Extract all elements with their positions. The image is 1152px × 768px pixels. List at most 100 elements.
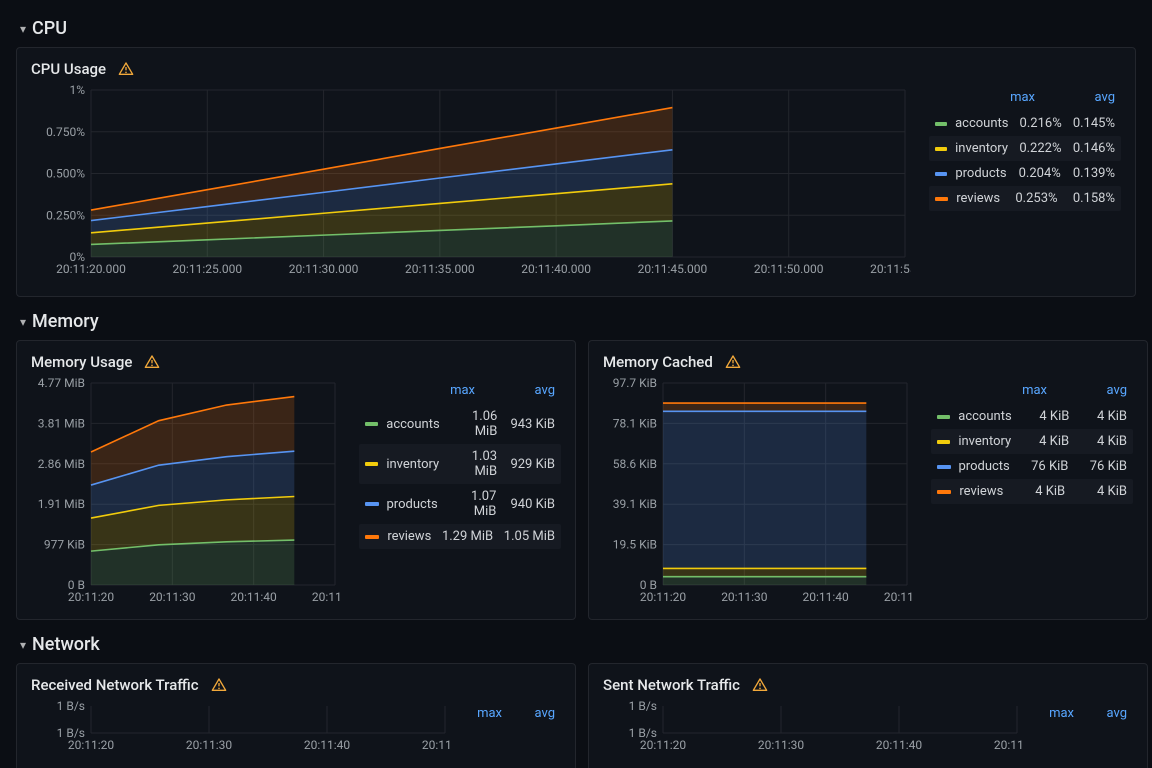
chart-memory-cached: 0 B19.5 KiB39.1 KiB58.6 KiB78.1 KiB97.7 …: [603, 377, 913, 611]
legend-row-inventory[interactable]: inventory 1.03 MiB 929 KiB: [359, 444, 561, 484]
legend-series-avg: 4 KiB: [1077, 409, 1127, 424]
svg-text:20:11:30: 20:11:30: [758, 738, 805, 752]
section-title-network: Network: [32, 634, 100, 655]
section-header-cpu[interactable]: ▾ CPU: [20, 18, 1136, 39]
panel-memory-usage: Memory Usage 0 B977 KiB1.91 MiB2.86 MiB3…: [16, 340, 576, 620]
legend-series-name: inventory: [386, 457, 439, 472]
svg-text:977 KiB: 977 KiB: [44, 538, 85, 552]
legend-series-max: 1.07 MiB: [446, 489, 497, 519]
legend-series-max: 4 KiB: [1019, 434, 1069, 449]
legend-swatch: [937, 440, 950, 444]
chevron-down-icon: ▾: [20, 22, 26, 36]
svg-text:20:11:55.000: 20:11:55.000: [870, 262, 911, 276]
svg-text:20:11:50: 20:11:50: [994, 738, 1023, 752]
chart-memory-usage: 0 B977 KiB1.91 MiB2.86 MiB3.81 MiB4.77 M…: [31, 377, 341, 611]
legend-series-avg: 0.146%: [1070, 141, 1116, 156]
legend-series-max: 0.204%: [1015, 166, 1061, 181]
svg-text:20:11:50: 20:11:50: [312, 590, 341, 604]
chevron-down-icon: ▾: [20, 638, 26, 652]
chart-net-rx: 1 B/s1 B/s20:11:2020:11:3020:11:4020:11:…: [31, 700, 451, 759]
legend-row-accounts[interactable]: accounts 1.06 MiB 943 KiB: [359, 404, 561, 444]
legend-swatch: [365, 502, 379, 506]
panel-net-tx: Sent Network Traffic 1 B/s1 B/s20:11:202…: [588, 663, 1148, 768]
legend-memory-cached: max avg accounts 4 KiB 4 KiB inventory 4 …: [931, 377, 1133, 504]
legend-swatch: [937, 490, 951, 494]
legend-series-avg: 0.145%: [1070, 116, 1115, 131]
legend-row-accounts[interactable]: accounts 4 KiB 4 KiB: [931, 404, 1133, 429]
legend-col-avg[interactable]: avg: [495, 383, 555, 398]
section-header-memory[interactable]: ▾ Memory: [20, 311, 1136, 332]
panel-net-rx: Received Network Traffic 1 B/s1 B/s20:11…: [16, 663, 576, 768]
legend-col-max[interactable]: max: [987, 383, 1047, 398]
legend-series-max: 76 KiB: [1018, 459, 1069, 474]
svg-text:20:11:20: 20:11:20: [640, 738, 687, 752]
legend-net-rx: max avg: [469, 700, 561, 727]
legend-series-name: accounts: [958, 409, 1011, 424]
svg-text:39.1 KiB: 39.1 KiB: [613, 497, 657, 511]
legend-swatch: [935, 122, 947, 126]
legend-series-max: 1.03 MiB: [447, 449, 497, 479]
legend-memory-usage: max avg accounts 1.06 MiB 943 KiB invento…: [359, 377, 561, 549]
legend-series-name: products: [387, 497, 438, 512]
panel-memory-cached: Memory Cached 0 B19.5 KiB39.1 KiB58.6 Ki…: [588, 340, 1148, 620]
warning-icon[interactable]: [725, 354, 741, 370]
svg-text:20:11:20: 20:11:20: [68, 738, 115, 752]
svg-text:97.7 KiB: 97.7 KiB: [613, 377, 657, 390]
svg-text:20:11:40: 20:11:40: [231, 590, 278, 604]
legend-series-max: 4 KiB: [1011, 484, 1065, 499]
svg-text:20:11:50: 20:11:50: [422, 738, 451, 752]
section-title-memory: Memory: [32, 311, 99, 332]
svg-text:4.77 MiB: 4.77 MiB: [38, 377, 85, 390]
legend-col-avg[interactable]: avg: [1067, 383, 1127, 398]
legend-row-products[interactable]: products 1.07 MiB 940 KiB: [359, 484, 561, 524]
svg-text:2.86 MiB: 2.86 MiB: [38, 457, 85, 471]
legend-swatch: [935, 147, 947, 151]
legend-row-reviews[interactable]: reviews 4 KiB 4 KiB: [931, 479, 1133, 504]
legend-col-max[interactable]: max: [975, 90, 1035, 105]
legend-col-avg[interactable]: avg: [1055, 90, 1115, 105]
legend-row-inventory[interactable]: inventory 4 KiB 4 KiB: [931, 429, 1133, 454]
legend-row-reviews[interactable]: reviews 1.29 MiB 1.05 MiB: [359, 524, 561, 549]
svg-text:20:11:20: 20:11:20: [640, 590, 687, 604]
legend-row-inventory[interactable]: inventory 0.222% 0.146%: [929, 136, 1121, 161]
legend-col-avg[interactable]: avg: [522, 706, 555, 721]
legend-series-avg: 940 KiB: [504, 497, 555, 512]
chart-cpu-usage: 0%0.250%0.500%0.750%1%20:11:20.00020:11:…: [31, 84, 911, 283]
svg-text:20:11:30: 20:11:30: [149, 590, 196, 604]
legend-series-name: reviews: [387, 529, 431, 544]
section-header-network[interactable]: ▾ Network: [20, 634, 1136, 655]
legend-swatch: [937, 465, 951, 469]
svg-text:20:11:40: 20:11:40: [876, 738, 923, 752]
svg-text:20:11:40: 20:11:40: [803, 590, 850, 604]
legend-series-max: 4 KiB: [1020, 409, 1070, 424]
legend-series-name: products: [959, 459, 1010, 474]
legend-col-avg[interactable]: avg: [1094, 706, 1127, 721]
svg-text:78.1 KiB: 78.1 KiB: [613, 416, 657, 430]
section-title-cpu: CPU: [32, 18, 67, 39]
legend-series-avg: 929 KiB: [505, 457, 555, 472]
svg-text:20:11:40.000: 20:11:40.000: [521, 262, 591, 276]
legend-col-max[interactable]: max: [1041, 706, 1074, 721]
legend-series-name: inventory: [955, 141, 1008, 156]
panel-cpu-usage: CPU Usage 0%0.250%0.500%0.750%1%20:11:20…: [16, 47, 1136, 297]
panel-title-net-tx: Sent Network Traffic: [603, 676, 740, 694]
legend-swatch: [937, 415, 950, 419]
legend-row-accounts[interactable]: accounts 0.216% 0.145%: [929, 111, 1121, 136]
legend-row-reviews[interactable]: reviews 0.253% 0.158%: [929, 186, 1121, 211]
svg-text:0.750%: 0.750%: [46, 125, 85, 139]
legend-swatch: [365, 462, 378, 466]
warning-icon[interactable]: [211, 677, 227, 693]
legend-row-products[interactable]: products 0.204% 0.139%: [929, 161, 1121, 186]
panel-title-memory-cached: Memory Cached: [603, 353, 713, 371]
legend-col-max[interactable]: max: [469, 706, 502, 721]
warning-icon[interactable]: [118, 61, 134, 77]
legend-series-name: accounts: [955, 116, 1008, 131]
svg-text:1 B/s: 1 B/s: [629, 700, 657, 713]
svg-text:20:11:20.000: 20:11:20.000: [56, 262, 126, 276]
legend-col-max[interactable]: max: [415, 383, 475, 398]
legend-net-tx: max avg: [1041, 700, 1133, 727]
warning-icon[interactable]: [144, 354, 160, 370]
legend-row-products[interactable]: products 76 KiB 76 KiB: [931, 454, 1133, 479]
chart-net-tx: 1 B/s1 B/s20:11:2020:11:3020:11:4020:11:…: [603, 700, 1023, 759]
warning-icon[interactable]: [752, 677, 768, 693]
